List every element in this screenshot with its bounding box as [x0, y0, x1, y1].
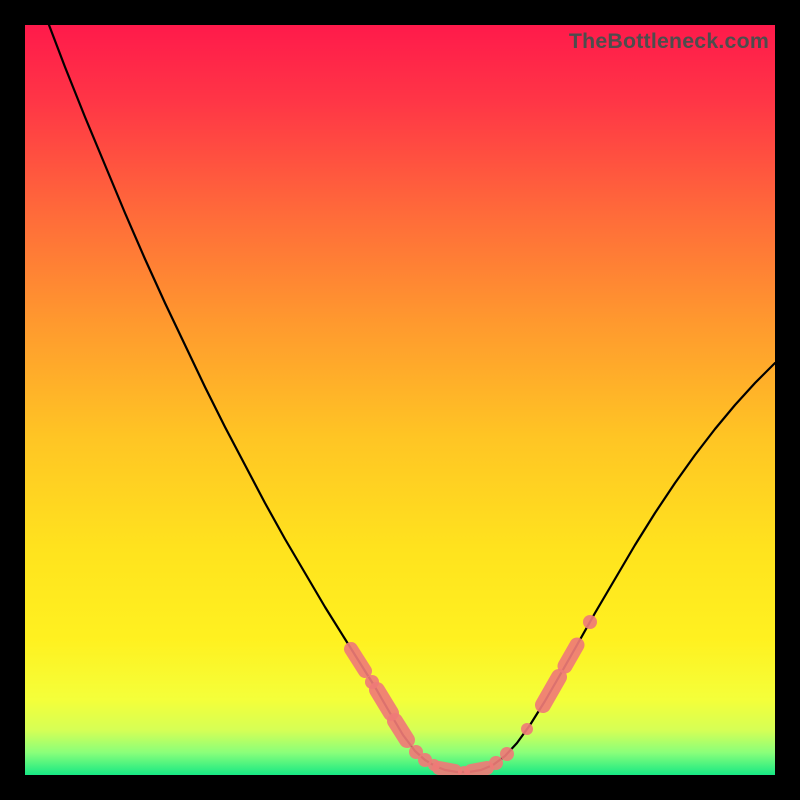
chart-overlay — [25, 25, 775, 775]
sampled-points-group — [351, 615, 597, 775]
sample-dot — [521, 723, 533, 735]
bottleneck-curve — [49, 25, 775, 772]
sample-dot — [583, 615, 597, 629]
plot-area: TheBottleneck.com — [25, 25, 775, 775]
sample-segment — [543, 677, 559, 705]
sample-segment — [395, 721, 407, 740]
sample-dot — [489, 756, 503, 770]
sample-segment — [471, 768, 487, 771]
sample-segment — [351, 649, 365, 671]
sample-dot — [500, 747, 514, 761]
sample-segment — [565, 645, 577, 666]
sample-segment — [439, 768, 455, 771]
chart-frame: TheBottleneck.com — [0, 0, 800, 800]
sample-segment — [377, 690, 391, 713]
